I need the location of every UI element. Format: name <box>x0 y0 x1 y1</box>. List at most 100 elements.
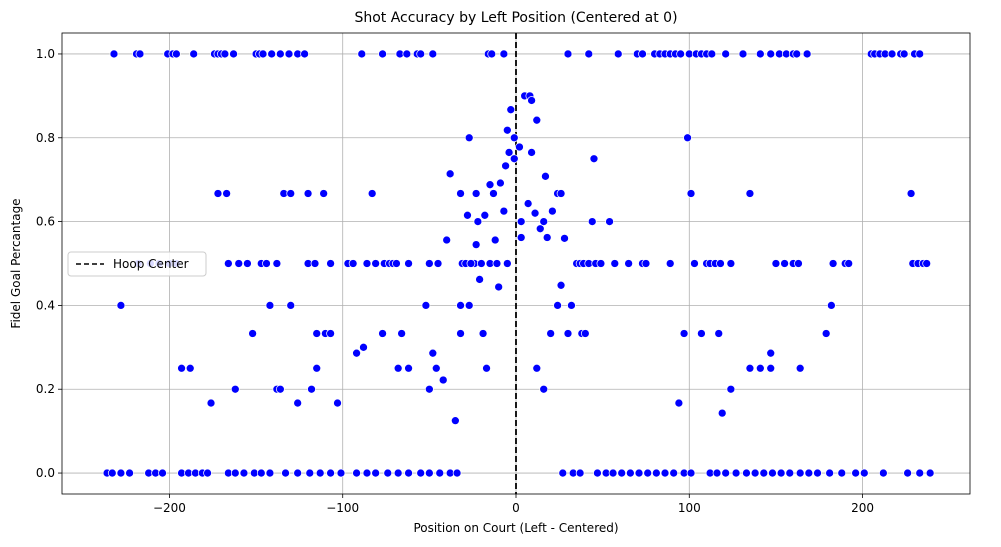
data-point <box>558 468 568 478</box>
data-point <box>475 275 484 284</box>
data-point <box>272 259 282 268</box>
data-point <box>717 408 727 418</box>
data-point <box>584 49 594 59</box>
data-point <box>567 301 576 310</box>
data-point <box>189 49 199 59</box>
data-point <box>456 329 465 338</box>
x-axis-label: Position on Court (Left - Centered) <box>413 521 618 535</box>
x-tick-label: 200 <box>851 501 874 515</box>
data-point <box>825 468 834 478</box>
data-point <box>206 398 216 408</box>
data-point <box>305 468 315 478</box>
data-point <box>492 259 502 268</box>
data-point <box>230 468 240 478</box>
data-point <box>683 133 692 143</box>
data-point <box>487 49 497 59</box>
data-point <box>759 468 769 478</box>
data-point <box>471 240 481 249</box>
data-point <box>213 189 223 198</box>
data-point <box>312 363 322 373</box>
data-point <box>731 468 741 478</box>
data-point <box>563 49 573 59</box>
data-point <box>813 468 822 478</box>
data-point <box>362 259 372 268</box>
data-point <box>707 49 717 59</box>
data-point <box>378 49 387 59</box>
data-point <box>286 189 296 198</box>
data-point <box>589 154 599 164</box>
data-point <box>496 178 505 188</box>
data-point <box>766 49 776 59</box>
data-point <box>203 468 212 478</box>
data-point <box>608 468 618 478</box>
data-point <box>265 468 275 478</box>
data-point <box>617 468 627 478</box>
data-point <box>425 468 434 478</box>
data-point <box>887 49 897 59</box>
data-point <box>745 363 755 373</box>
data-point <box>490 235 500 245</box>
data-point <box>333 398 342 408</box>
points-layer <box>102 49 935 478</box>
data-point <box>256 468 266 478</box>
data-point <box>319 189 329 198</box>
data-point <box>267 49 277 59</box>
data-point <box>610 259 620 268</box>
data-point <box>383 468 393 478</box>
data-point <box>348 259 358 268</box>
data-point <box>504 148 514 157</box>
data-point <box>326 468 335 478</box>
data-point <box>185 363 195 373</box>
x-tick-label: −200 <box>153 501 186 515</box>
data-point <box>660 468 670 478</box>
data-point <box>792 49 802 59</box>
data-point <box>425 259 434 268</box>
data-point <box>315 468 325 478</box>
y-tick-label: 0.8 <box>36 131 55 145</box>
data-point <box>476 259 486 268</box>
data-point <box>821 329 831 338</box>
data-point <box>248 329 257 338</box>
data-point <box>258 49 268 59</box>
data-point <box>307 384 316 394</box>
legend-label: Hoop Center <box>113 257 189 271</box>
data-point <box>509 133 519 143</box>
data-point <box>828 259 838 268</box>
data-point <box>556 280 566 290</box>
legend-box <box>67 251 207 277</box>
data-point <box>224 259 233 268</box>
data-point <box>546 329 556 338</box>
data-point <box>915 49 925 59</box>
data-point <box>742 468 751 478</box>
data-point <box>435 468 445 478</box>
data-point <box>652 468 661 478</box>
data-point <box>416 468 426 478</box>
data-point <box>357 49 367 59</box>
data-point <box>899 49 909 59</box>
data-point <box>310 259 320 268</box>
data-point <box>502 125 512 135</box>
data-point <box>506 105 516 115</box>
data-point <box>516 217 526 226</box>
data-point <box>915 468 925 478</box>
data-point <box>844 259 854 268</box>
data-point <box>532 115 542 125</box>
y-tick-label: 0.6 <box>36 215 55 229</box>
data-point <box>776 468 786 478</box>
data-point <box>541 171 550 181</box>
data-point <box>641 259 651 268</box>
data-point <box>303 189 313 198</box>
data-point <box>837 468 847 478</box>
data-point <box>371 468 380 478</box>
data-point <box>509 154 519 164</box>
data-point <box>452 468 462 478</box>
data-point <box>501 161 510 171</box>
data-point <box>428 49 438 59</box>
data-point <box>716 259 725 268</box>
data-point <box>712 468 722 478</box>
data-point <box>135 49 145 59</box>
data-point <box>903 468 912 478</box>
data-point <box>795 363 805 373</box>
data-point <box>451 416 460 426</box>
